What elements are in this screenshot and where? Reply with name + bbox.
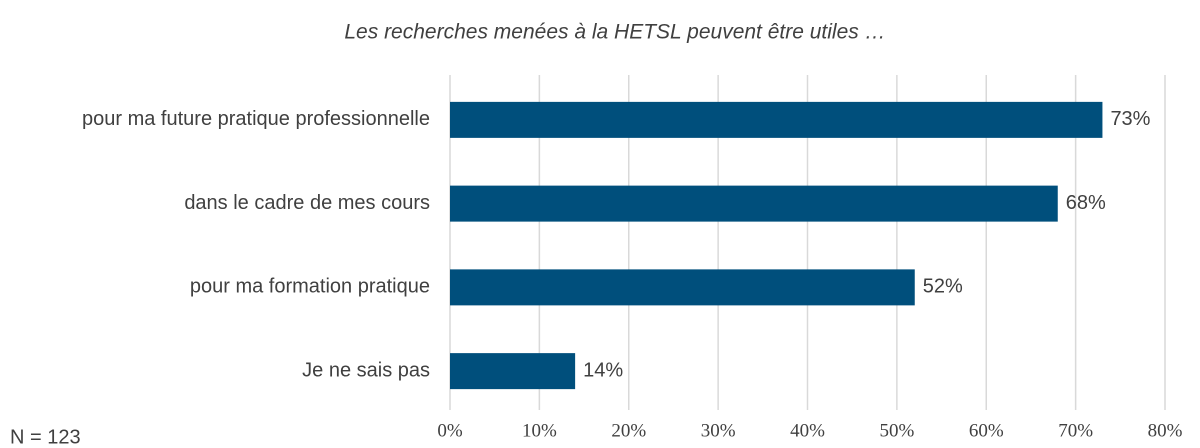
data-label: 73%	[1110, 108, 1150, 130]
data-label: 52%	[923, 276, 963, 298]
x-tick-label: 60%	[969, 420, 1004, 441]
annotation: N = 123	[10, 426, 81, 448]
data-label: 68%	[1066, 192, 1106, 214]
bar	[450, 269, 915, 306]
x-tick-label: 70%	[1058, 420, 1093, 441]
x-tick-label: 10%	[522, 420, 557, 441]
bar	[450, 185, 1058, 222]
data-label: 14%	[583, 359, 623, 381]
y-tick-label: pour ma future pratique professionnelle	[82, 108, 430, 130]
x-tick-label: 20%	[611, 420, 646, 441]
x-tick-label: 0%	[437, 420, 463, 441]
chart-title: Les recherches menées à la HETSL peuvent…	[344, 21, 885, 44]
x-tick-label: 80%	[1148, 420, 1183, 441]
y-tick-label: pour ma formation pratique	[190, 276, 430, 298]
bar	[450, 353, 576, 390]
x-tick-label: 30%	[701, 420, 736, 441]
x-tick-label: 50%	[879, 420, 914, 441]
x-tick-label: 40%	[790, 420, 825, 441]
y-tick-label: Je ne sais pas	[302, 359, 430, 381]
bar	[450, 101, 1103, 138]
y-tick-label: dans le cadre de mes cours	[184, 192, 430, 214]
